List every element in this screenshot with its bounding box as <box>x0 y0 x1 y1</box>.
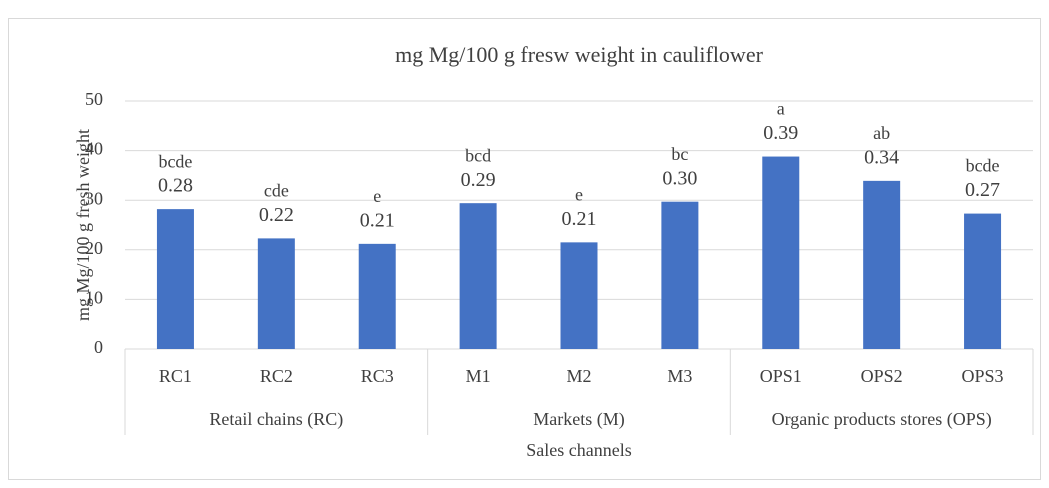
data-label: 0.34 <box>864 146 899 168</box>
bar <box>257 238 295 349</box>
data-label: 0.39 <box>763 122 798 144</box>
y-axis-title: mg Mg/100 g fresh weight <box>73 129 93 321</box>
y-tick-label: 30 <box>85 188 103 208</box>
data-label: 0.22 <box>259 204 294 226</box>
significance-label: ab <box>873 123 890 143</box>
x-tick-label: RC2 <box>260 366 293 386</box>
x-tick-label: M2 <box>566 366 591 386</box>
significance-label: bcde <box>966 156 1000 176</box>
bar <box>661 201 699 349</box>
group-label: Markets (M) <box>533 409 624 430</box>
y-tick-label: 40 <box>85 139 103 159</box>
x-tick-label: M3 <box>667 366 692 386</box>
x-axis-title: Sales channels <box>526 440 631 460</box>
significance-label: a <box>777 99 785 119</box>
significance-label: bc <box>671 144 688 164</box>
bar <box>560 242 598 349</box>
significance-label: e <box>575 184 583 204</box>
significance-label: e <box>373 186 381 206</box>
bar <box>863 180 901 349</box>
x-tick-label: RC1 <box>159 366 192 386</box>
data-label: 0.27 <box>965 179 1000 201</box>
bar <box>964 213 1002 349</box>
x-tick-label: OPS3 <box>962 366 1004 386</box>
y-tick-label: 10 <box>85 288 103 308</box>
group-label: Retail chains (RC) <box>209 409 343 430</box>
bar <box>459 203 497 349</box>
data-label: 0.30 <box>662 167 697 189</box>
data-label: 0.29 <box>461 169 496 191</box>
y-tick-label: 50 <box>85 89 103 109</box>
data-label: 0.28 <box>158 175 193 197</box>
bar <box>762 156 800 349</box>
x-tick-label: M1 <box>466 366 491 386</box>
bar <box>156 209 194 349</box>
x-tick-label: OPS2 <box>861 366 903 386</box>
data-label: 0.21 <box>360 209 395 231</box>
x-tick-label: OPS1 <box>760 366 802 386</box>
significance-label: bcd <box>465 145 491 165</box>
bar <box>358 243 396 349</box>
significance-label: bcde <box>158 151 192 171</box>
y-tick-label: 20 <box>85 238 103 258</box>
chart-title: mg Mg/100 g fresw weight in cauliflower <box>395 42 763 67</box>
data-label: 0.21 <box>562 208 597 230</box>
x-tick-label: RC3 <box>361 366 394 386</box>
group-label: Organic products stores (OPS) <box>772 409 992 430</box>
y-tick-label: 0 <box>94 337 103 357</box>
significance-label: cde <box>264 181 289 201</box>
